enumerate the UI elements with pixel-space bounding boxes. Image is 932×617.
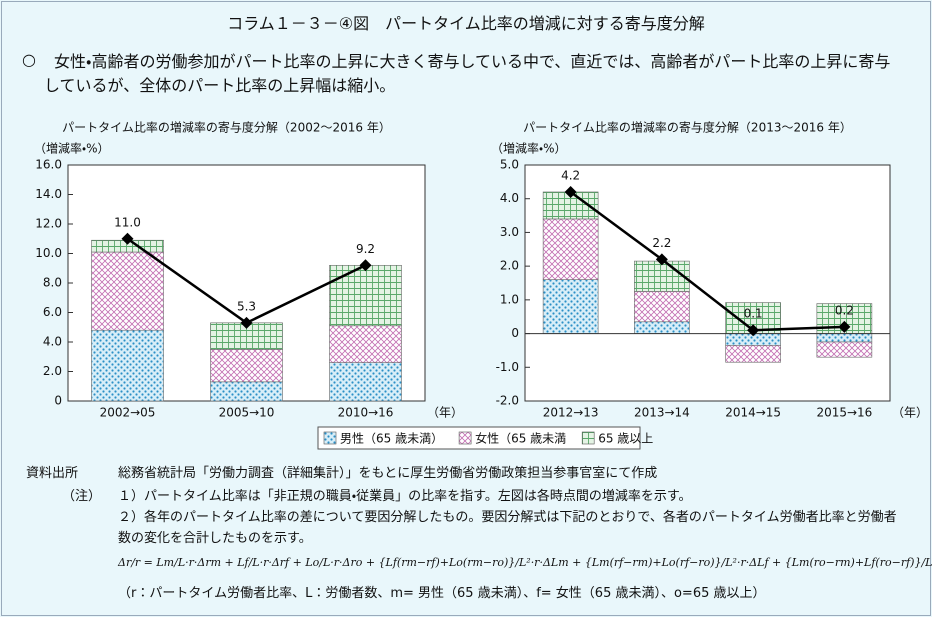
y-tick-label: 8.0	[43, 276, 62, 290]
legend-swatch	[323, 431, 337, 445]
y-tick-label: 2.0	[43, 364, 62, 378]
total-point	[121, 232, 134, 245]
y-tick-label: 10.0	[35, 246, 62, 260]
y-tick-label: 1.0	[500, 292, 519, 306]
legend-label: 65 歳以上	[598, 432, 653, 446]
total-point	[359, 259, 372, 272]
y-tick-label: 4.0	[43, 335, 62, 349]
y-tick-label: -2.0	[496, 394, 519, 408]
bar-segment	[329, 264, 402, 327]
symbols: （r：パートタイム労働者比率、L：労働者数、m= 男性（65 歳未満）、f= 女…	[118, 586, 766, 601]
bar-segment	[91, 329, 164, 402]
total-point	[240, 316, 253, 329]
bar-segment	[91, 251, 164, 331]
legend-swatch	[458, 431, 472, 445]
y-tick-label: 3.0	[500, 225, 519, 239]
bullet: ○	[22, 50, 36, 69]
y-tick-label: 5.0	[500, 158, 519, 172]
note-label: （注）	[62, 489, 102, 504]
legend-label: 女性（65 歳未満	[475, 432, 566, 446]
bar-segment	[725, 345, 781, 363]
data-label: 0.1	[744, 307, 763, 321]
bar-segment	[634, 321, 690, 334]
bar-segment	[210, 381, 283, 402]
x-tick-label: 2013→14	[634, 406, 690, 420]
source-label: 資料出所	[26, 466, 79, 481]
legend-swatch	[581, 431, 595, 445]
x-tick-label: 2002→05	[100, 406, 156, 420]
legend-label: 男性（65 歳未満）	[340, 432, 443, 446]
note: ２）各年のパートタイム比率の差について要因分解したもの。要因分解式は下記のとおり…	[118, 510, 897, 546]
data-label: 5.3	[237, 299, 256, 313]
y-tick-label: 14.0	[35, 187, 62, 201]
total-point	[564, 185, 577, 198]
x-tick-label: 2014→15	[725, 406, 781, 420]
figure-title: コラム１－３－④図 パートタイム比率の増減に対する寄与度分解	[227, 14, 705, 33]
total-point	[747, 324, 760, 337]
bar-segment	[816, 341, 873, 358]
total-line	[569, 190, 845, 332]
bar-segment	[816, 333, 873, 343]
bar-segment	[634, 260, 690, 292]
total-point	[838, 320, 851, 333]
data-label: 4.2	[561, 168, 580, 182]
chart-title: パートタイム比率の増減率の寄与度分解（2013〜2016 年）	[523, 120, 852, 135]
y-axis-label: （増減率・%）	[34, 141, 109, 156]
y-tick-label: 2.0	[500, 259, 519, 273]
y-tick-label: -1.0	[496, 360, 519, 374]
y-tick-label: 0	[54, 394, 62, 408]
x-axis-label: （年）	[892, 406, 928, 420]
chart-title: パートタイム比率の増減率の寄与度分解（2002〜2016 年）	[62, 120, 391, 135]
note: １）パートタイム比率は「非正規の職員・従業員」の比率を指す。左図は各時点間の増減…	[118, 489, 692, 504]
x-tick-label: 2005→10	[219, 406, 275, 420]
x-axis-label: （年）	[427, 406, 463, 420]
total-point	[655, 253, 668, 266]
bar-segment	[210, 349, 283, 383]
bar-segment	[634, 291, 690, 323]
bar-segment	[542, 279, 599, 334]
formula: Δr/r = Lm/L·r·Δrm + Lf/L·r·Δrf + Lo/L·r·…	[118, 556, 932, 569]
summary: 女性・高齢者の労働参加がパート比率の上昇に大きく寄与している中で、直近では、高齢…	[44, 52, 891, 95]
data-label: 2.2	[652, 236, 671, 250]
y-tick-label: 16.0	[35, 158, 62, 172]
data-label: 9.2	[356, 242, 375, 256]
data-label: 0.2	[835, 303, 854, 317]
legend-box	[317, 426, 641, 450]
source: 総務省統計局「労働力調査（詳細集計）」をもとに厚生労働省労働政策担当参事官室にて…	[118, 466, 658, 481]
x-tick-label: 2012→13	[543, 406, 599, 420]
data-label: 11.0	[114, 215, 141, 229]
y-axis-label: （増減率・%）	[491, 141, 566, 156]
x-tick-label: 2015→16	[816, 406, 872, 420]
y-tick-label: 4.0	[500, 191, 519, 205]
bar-segment	[542, 218, 599, 280]
bar-segment	[329, 325, 402, 363]
y-tick-label: 12.0	[35, 217, 62, 231]
x-tick-label: 2010→16	[338, 406, 394, 420]
y-tick-label: 6.0	[43, 305, 62, 319]
bar-segment	[329, 362, 402, 402]
charts: パートタイム比率の増減率の寄与度分解（2002〜2016 年） （増減率・%） 0 2…	[34, 120, 928, 450]
y-tick-label: 0	[511, 326, 519, 340]
